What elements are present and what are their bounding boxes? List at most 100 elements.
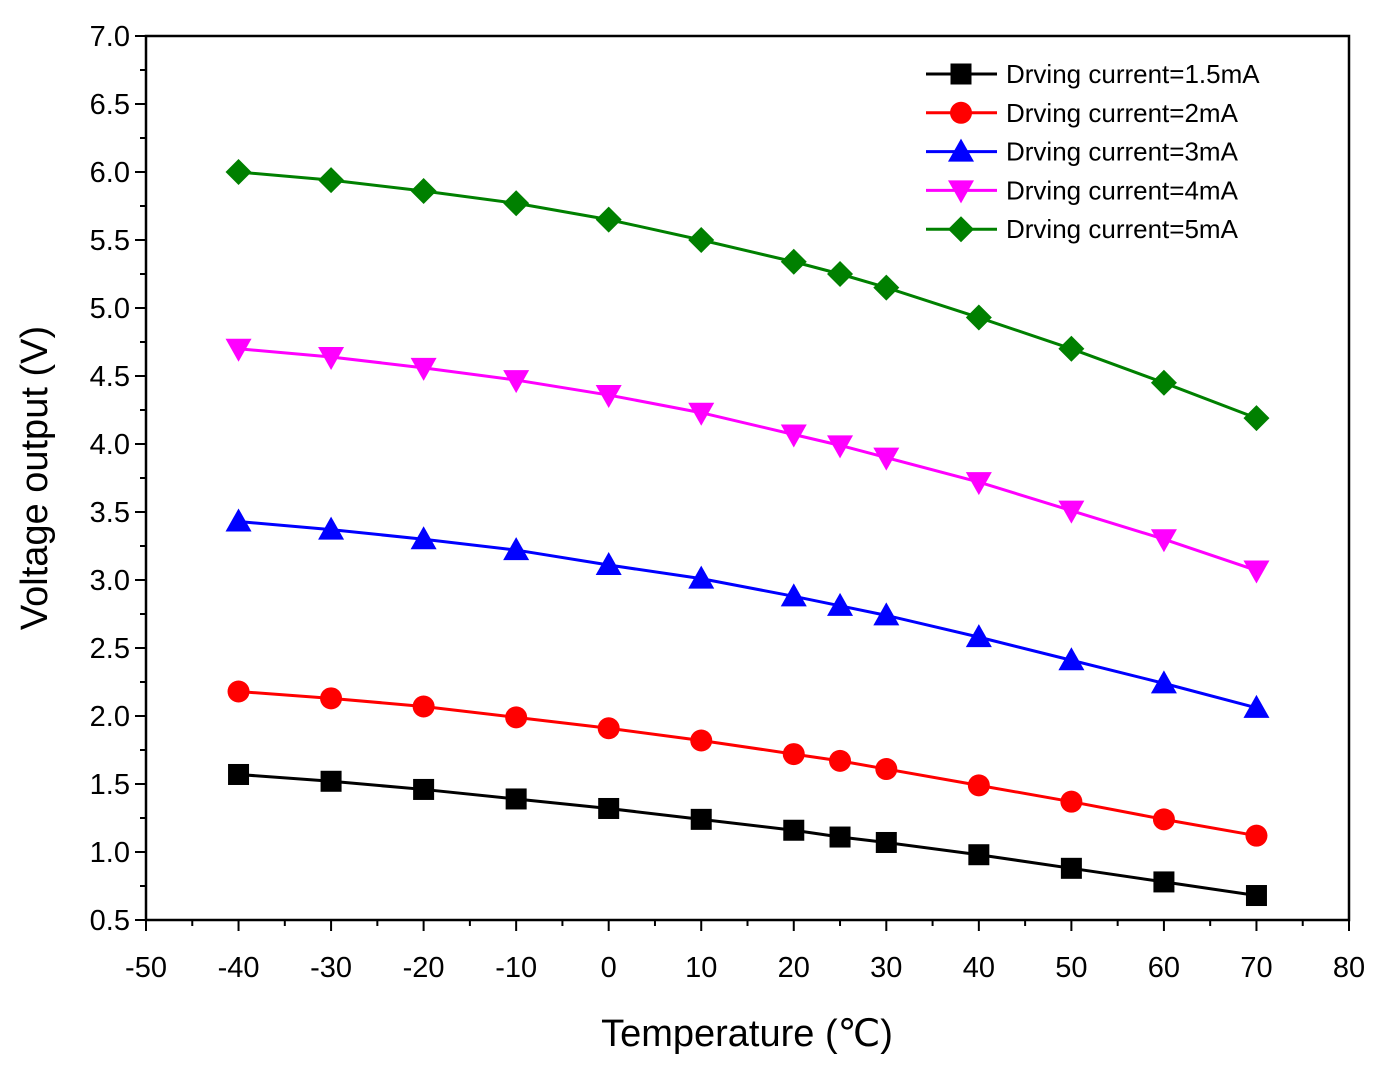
y-tick-label: 2.5 [90,633,130,665]
data-point [1058,647,1085,671]
series-line [238,520,1257,710]
series-3 [225,508,1270,718]
x-tick-label: 50 [1055,952,1087,984]
legend-marker [948,138,974,162]
data-point [318,516,345,540]
y-tick-label: 6.5 [90,89,130,121]
data-point [829,826,851,848]
data-point [968,844,990,866]
legend-label: Drving current=1.5mA [1006,59,1260,89]
y-axis: 0.5 1.0 1.5 2.0 2.5 3.0 3.5 4.0 4.5 5.0 5.5 6.0 6.5 7… [90,21,146,937]
data-point [1060,790,1083,813]
data-point [412,695,435,718]
data-point [875,758,898,781]
data-point [873,447,900,471]
data-point [688,227,715,253]
data-point [410,357,437,381]
y-tick-label: 1.5 [90,769,130,801]
y-tick-label: 5.0 [90,293,130,325]
data-point [225,338,252,362]
x-tick-label: 20 [778,952,810,984]
data-point [873,602,900,626]
x-tick-label: 10 [685,952,717,984]
legend-item: Drving current=3mA [926,137,1239,167]
y-tick-label: 1.0 [90,837,130,869]
series-5 [225,159,1270,432]
legend-label: Drving current=4mA [1006,175,1239,205]
series-line [238,170,1257,420]
data-point [965,624,992,648]
data-point [227,680,250,703]
data-point [1150,529,1177,553]
data-point [318,346,345,370]
data-point [410,526,437,550]
legend-item: Drving current=1.5mA [926,59,1260,89]
data-point [1150,670,1177,694]
data-point [595,552,622,576]
series-2 [227,680,1268,847]
y-tick-label: 4.5 [90,361,130,393]
data-point [1243,560,1270,584]
data-point [1060,857,1082,879]
x-tick-label: 80 [1333,952,1365,984]
data-point [782,743,805,766]
data-point [413,778,435,800]
legend-label: Drving current=5mA [1006,214,1239,244]
series-1 [228,763,1267,907]
data-point [965,304,992,331]
legend-marker [950,63,972,85]
y-tick-label: 5.5 [90,225,130,257]
data-point [1245,824,1268,847]
legend-label: Drving current=2mA [1006,98,1239,128]
data-point [783,819,805,841]
data-point [1058,500,1085,524]
data-point [503,190,530,217]
data-point [780,424,807,448]
data-point [225,159,252,185]
data-point [1150,369,1177,396]
x-tick-label: -10 [495,952,537,984]
x-tick-label: 60 [1148,952,1180,984]
data-point [1152,808,1175,831]
x-tick-label: -40 [218,952,260,984]
data-point [780,583,807,607]
legend-item: Drving current=2mA [926,98,1239,128]
data-point [318,167,345,194]
legend-label: Drving current=3mA [1006,137,1239,167]
y-axis-title: Voltage output (V) [14,326,56,630]
data-point [597,717,620,740]
y-tick-label: 3.0 [90,565,130,597]
data-point [595,206,622,233]
data-point [505,706,528,729]
data-point [827,261,854,287]
data-point [827,435,854,459]
data-point [1153,871,1175,893]
y-tick-label: 2.0 [90,701,130,733]
data-point [320,687,343,710]
data-point [829,749,852,772]
legend: Drving current=1.5mA Drving current=2mA Dr… [926,59,1260,244]
data-point [503,370,530,394]
data-point [320,770,342,792]
x-tick-label: -50 [125,952,167,984]
y-tick-label: 3.5 [90,497,130,529]
y-tick-label: 0.5 [90,905,130,937]
data-point [967,774,990,797]
legend-marker [950,101,972,124]
data-point [690,729,713,752]
x-tick-label: 40 [963,952,995,984]
legend-marker [948,216,974,243]
data-point [598,797,620,819]
series-layer [225,159,1270,907]
legend-marker [948,180,974,204]
y-tick-label: 4.0 [90,429,130,461]
x-tick-label: 30 [870,952,902,984]
data-point [503,537,530,561]
x-tick-label: -20 [403,952,445,984]
x-tick-label: -30 [310,952,352,984]
data-point [225,508,252,532]
data-point [688,402,715,426]
data-point [827,592,854,616]
data-point [595,385,622,409]
